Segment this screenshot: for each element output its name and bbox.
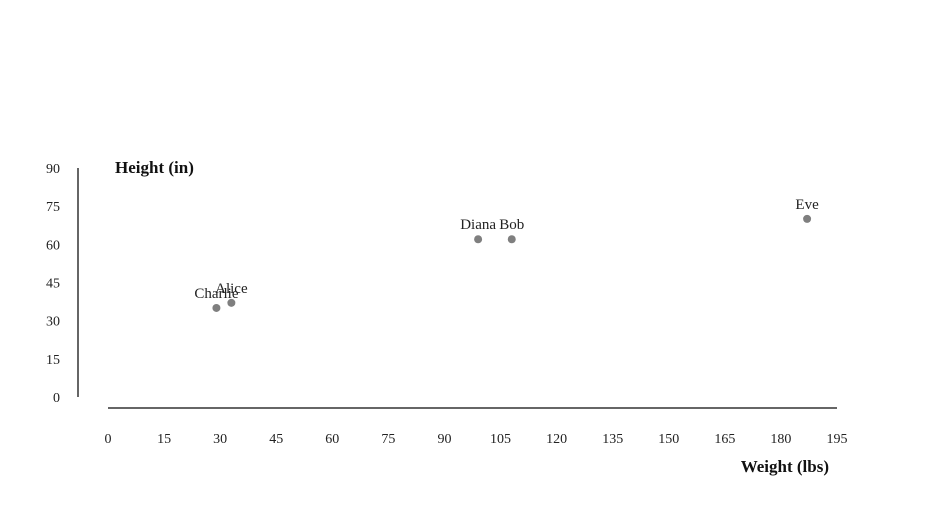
data-point (474, 235, 483, 244)
x-tick-label: 195 (827, 432, 848, 447)
data-point-label: Bob (499, 217, 524, 233)
x-tick-label: 165 (714, 432, 735, 447)
x-tick-label: 60 (325, 432, 339, 447)
y-tick-label: 45 (46, 277, 60, 292)
data-point (803, 214, 812, 223)
x-tick-label: 150 (658, 432, 679, 447)
x-tick-labels: 0 15 30 45 60 75 90 105 120 135 150 165 180 195 (105, 432, 848, 447)
x-tick-label: 105 (490, 432, 511, 447)
data-points: Alice Bob Charlie Diana Eve (194, 197, 819, 312)
x-tick-label: 45 (269, 432, 283, 447)
data-point (227, 298, 236, 307)
data-point-label: Eve (795, 197, 819, 213)
y-tick-label: 0 (53, 391, 60, 406)
x-tick-label: 180 (770, 432, 791, 447)
y-tick-label: 15 (46, 353, 60, 368)
x-axis-title: Weight (lbs) (741, 457, 829, 476)
x-tick-label: 15 (157, 432, 171, 447)
y-tick-label: 75 (46, 200, 60, 215)
y-tick-labels: 0 15 30 45 60 75 90 (46, 162, 60, 406)
y-tick-label: 30 (46, 315, 60, 330)
data-point-label: Charlie (194, 286, 238, 302)
data-point (507, 235, 516, 244)
x-tick-label: 30 (213, 432, 227, 447)
y-tick-label: 90 (46, 162, 60, 177)
data-point-label: Alice (215, 281, 248, 297)
x-tick-label: 0 (105, 432, 112, 447)
x-tick-label: 135 (602, 432, 623, 447)
y-axis-title: Height (in) (115, 158, 194, 177)
x-tick-label: 120 (546, 432, 567, 447)
y-tick-label: 60 (46, 238, 60, 253)
x-tick-label: 90 (437, 432, 451, 447)
data-point-label: Diana (460, 217, 496, 233)
x-tick-label: 75 (381, 432, 395, 447)
data-point (212, 303, 221, 312)
